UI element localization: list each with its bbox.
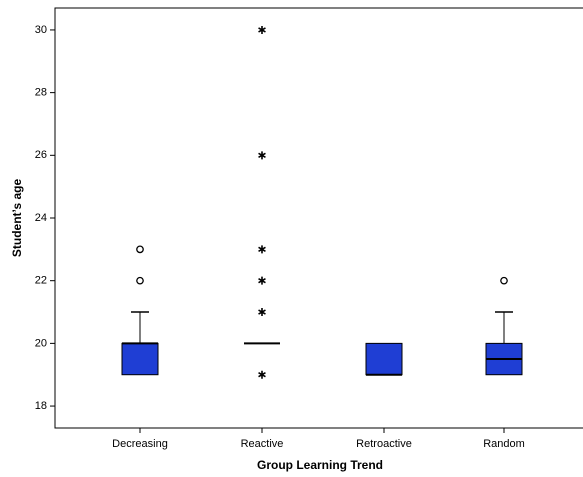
- extreme-outlier: [258, 370, 266, 379]
- x-axis-title: Group Learning Trend: [257, 458, 383, 472]
- extreme-outlier: [258, 276, 266, 285]
- outlier: [500, 276, 508, 285]
- outlier: [136, 276, 144, 285]
- box: [365, 342, 403, 376]
- x-tick-label: Decreasing: [112, 438, 168, 450]
- extreme-outlier: [258, 308, 266, 317]
- y-tick-label: 26: [35, 149, 47, 161]
- y-tick-label: 22: [35, 275, 47, 287]
- y-tick-label: 24: [35, 212, 47, 224]
- y-tick-label: 28: [35, 87, 47, 99]
- x-tick-label: Random: [483, 438, 525, 450]
- x-tick-label: Reactive: [241, 438, 284, 450]
- x-tick-label: Retroactive: [356, 438, 412, 450]
- extreme-outlier: [258, 245, 266, 254]
- y-tick-label: 18: [35, 400, 47, 412]
- box: [121, 342, 159, 376]
- y-tick-label: 30: [35, 24, 47, 36]
- extreme-outlier: [258, 151, 266, 160]
- outlier: [136, 245, 144, 254]
- y-tick-label: 20: [35, 337, 47, 349]
- y-axis-title: Student’s age: [10, 179, 24, 258]
- extreme-outlier: [258, 25, 266, 34]
